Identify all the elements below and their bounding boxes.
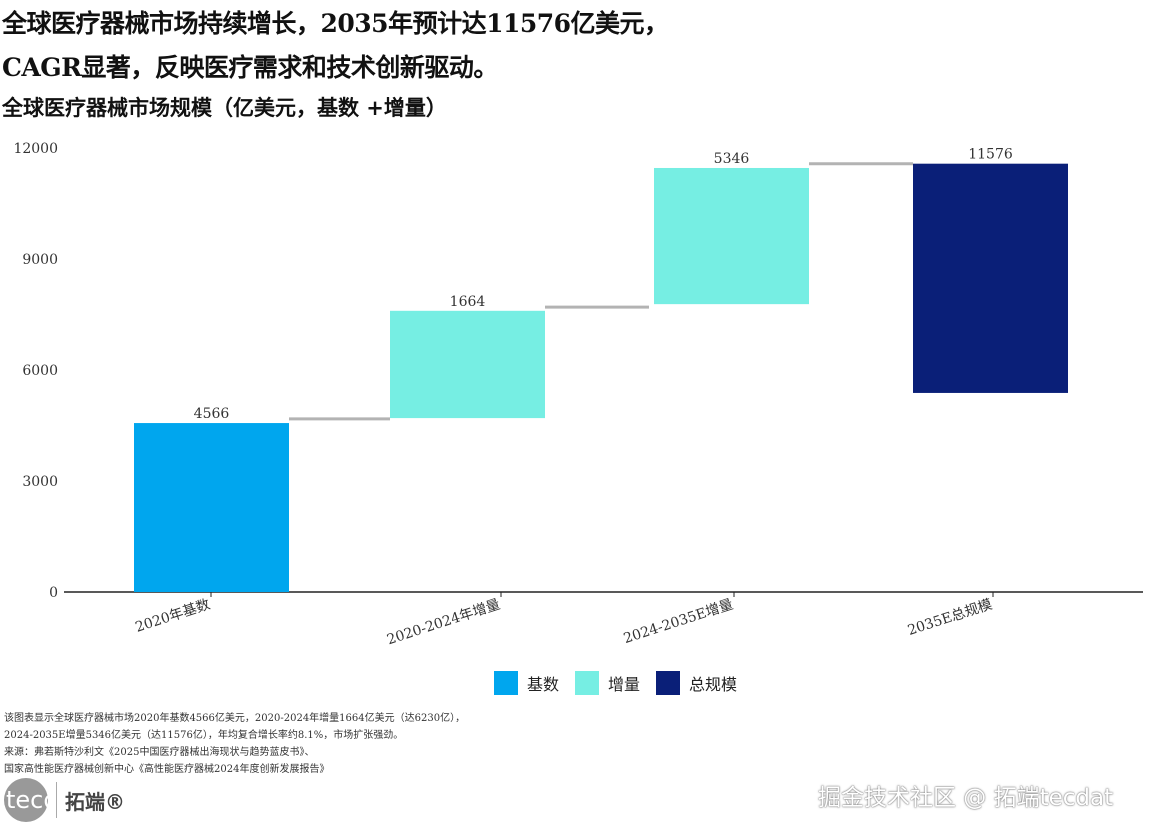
note-line: 国家高性能医疗器械创新中心《高性能医疗器械2024年度创新发展报告》	[4, 764, 330, 775]
y-tick-label: 3000	[22, 474, 58, 490]
bar-0	[134, 423, 289, 592]
watermark: 掘金技术社区 @ 拓端tecdat	[818, 785, 1114, 811]
x-tick-label: 2020-2024年增量	[385, 597, 502, 649]
legend-swatch	[656, 671, 680, 695]
bar-3	[913, 163, 1068, 393]
bar-2	[654, 167, 809, 305]
logo-brand: 拓端®	[65, 789, 125, 814]
legend-label: 基数	[527, 675, 559, 694]
headline-line-1: 全球医疗器械市场持续增长，2035年预计达11576亿美元，	[2, 9, 669, 38]
y-tick-label: 6000	[22, 363, 58, 379]
chart-title: 全球医疗器械市场规模（亿美元，基数 +增量）	[2, 96, 447, 120]
legend-swatch	[494, 671, 518, 695]
y-tick-label: 0	[49, 585, 58, 601]
note-line: 该图表显示全球医疗器械市场2020年基数4566亿美元，2020-2024年增量…	[4, 713, 466, 724]
logo-mark: tecdat	[4, 778, 83, 822]
y-tick-label: 9000	[22, 252, 58, 268]
data-label: 11576	[968, 147, 1013, 163]
bar-1	[390, 310, 545, 419]
waterfall-chart: 0 3000 6000 9000 12000 4566 2020年基数 1664 2020-20…	[13, 141, 1143, 695]
logo-divider	[56, 782, 57, 818]
note-line: 2024-2035E增量5346亿美元（达11576亿），年均复合增长率约8.1…	[4, 730, 404, 741]
tecdat-logo: tecdat 拓端®	[4, 778, 125, 822]
legend-label: 总规模	[689, 675, 737, 694]
chart-notes: 该图表显示全球医疗器械市场2020年基数4566亿美元，2020-2024年增量…	[4, 710, 465, 778]
x-tick-label: 2020年基数	[133, 596, 212, 636]
data-label: 1664	[450, 294, 486, 310]
x-tick-label: 2024-2035E增量	[622, 597, 736, 648]
data-label: 4566	[194, 406, 230, 422]
y-tick-label: 12000	[13, 141, 58, 157]
legend-label: 增量	[608, 675, 640, 694]
headline-line-2: CAGR显著，反映医疗需求和技术创新驱动。	[2, 53, 498, 82]
x-tick-label: 2035E总规模	[906, 597, 995, 639]
legend-swatch	[575, 671, 599, 695]
data-label: 5346	[714, 151, 750, 167]
note-line: 来源：弗若斯特沙利文《2025中国医疗器械出海现状与趋势蓝皮书》、	[4, 747, 315, 758]
